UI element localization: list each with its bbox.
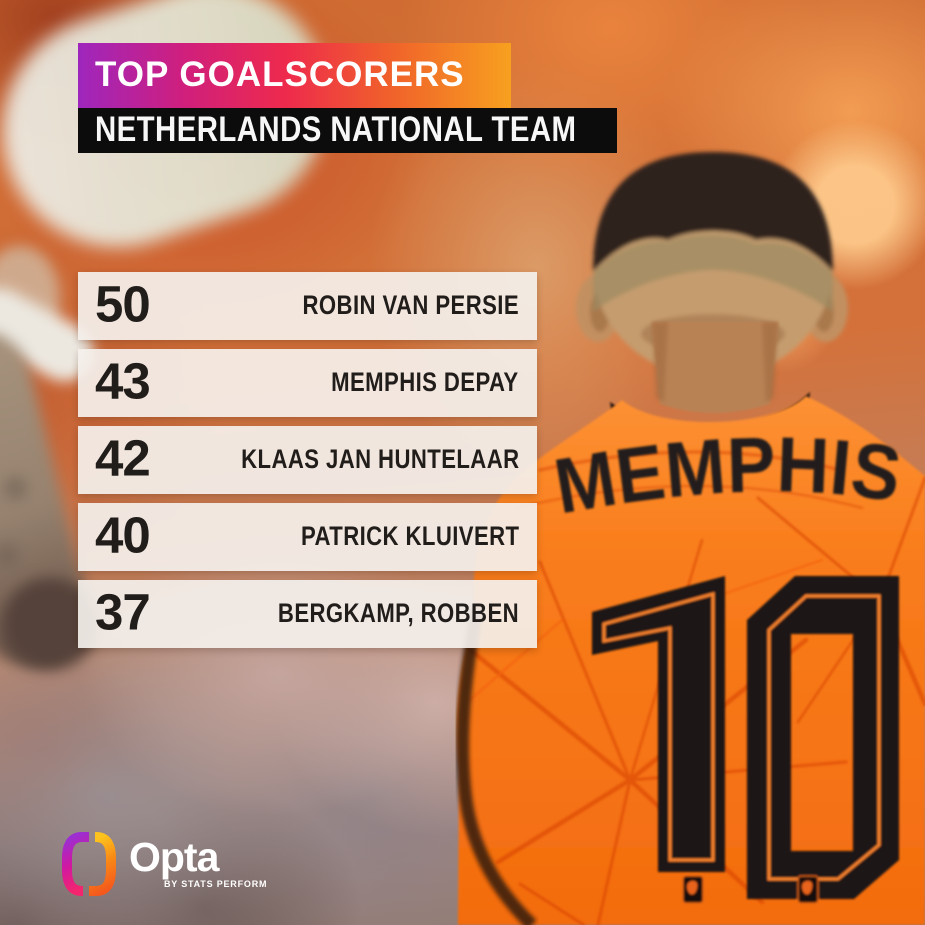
player-name: MEMPHIS DEPAY xyxy=(331,366,519,397)
table-row: 37 BERGKAMP, ROBBEN xyxy=(78,580,537,648)
table-row: 42 KLAAS JAN HUNTELAAR xyxy=(78,426,537,494)
table-row: 40 PATRICK KLUIVERT xyxy=(78,503,537,571)
player-name: ROBIN VAN PERSIE xyxy=(302,289,519,320)
header-subtitle-bar: NETHERLANDS NATIONAL TEAM xyxy=(78,108,617,153)
player-neck xyxy=(652,322,778,413)
header-title-bar: TOP GOALSCORERS xyxy=(78,43,511,108)
table-row: 50 ROBIN VAN PERSIE xyxy=(78,272,537,340)
player-name: PATRICK KLUIVERT xyxy=(300,520,519,551)
table-row: 43 MEMPHIS DEPAY xyxy=(78,349,537,417)
opta-logo: Opta BY STATS PERFORM xyxy=(62,832,267,896)
page-title: TOP GOALSCORERS xyxy=(95,54,465,94)
player-name: BERGKAMP, ROBBEN xyxy=(277,597,519,628)
opta-subtext: BY STATS PERFORM xyxy=(164,878,268,889)
goals-value: 50 xyxy=(95,275,151,333)
page-subtitle: NETHERLANDS NATIONAL TEAM xyxy=(95,109,577,149)
opta-wordmark: Opta BY STATS PERFORM xyxy=(129,834,268,889)
goals-value: 43 xyxy=(95,352,151,410)
goals-value: 37 xyxy=(95,583,151,641)
opta-mark-icon xyxy=(62,832,116,896)
knvb-badge-left xyxy=(682,875,704,904)
jersey-number: 10 xyxy=(592,576,899,904)
goals-value: 40 xyxy=(95,506,151,564)
player-name: KLAAS JAN HUNTELAAR xyxy=(240,443,519,474)
jersey-edge-shadow xyxy=(456,606,537,925)
goals-value: 42 xyxy=(95,429,151,487)
knvb-badge-right xyxy=(797,875,819,904)
opta-word: Opta xyxy=(129,834,219,881)
